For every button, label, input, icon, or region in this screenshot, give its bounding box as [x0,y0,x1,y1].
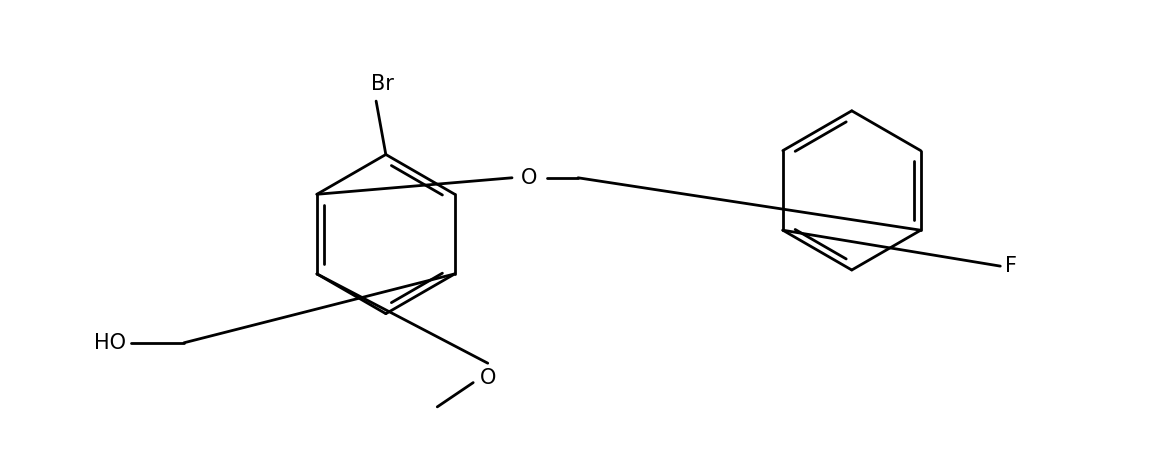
Text: F: F [1005,256,1017,276]
Text: O: O [521,168,537,188]
Text: O: O [479,368,496,388]
Text: Br: Br [372,74,394,94]
Text: HO: HO [94,333,126,353]
